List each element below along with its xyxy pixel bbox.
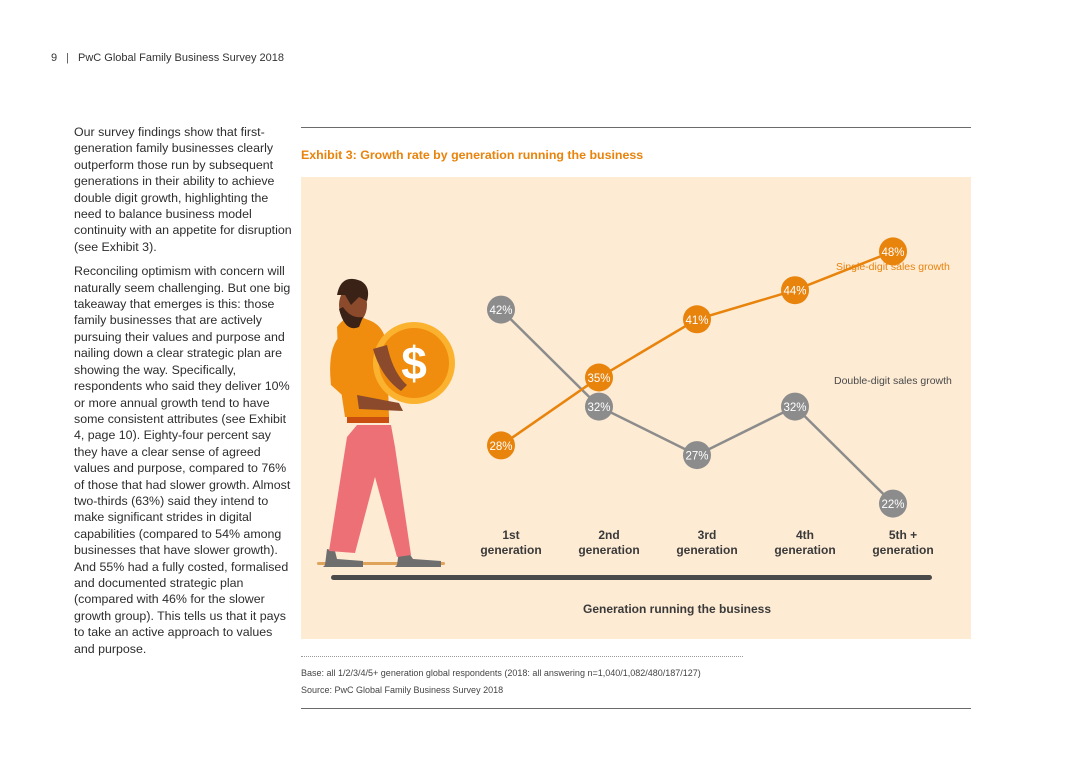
category-label: 1st <box>502 528 519 542</box>
data-point <box>879 489 907 518</box>
paragraph-intro: Our survey findings show that first-gene… <box>74 125 292 254</box>
data-label: 22% <box>881 499 904 511</box>
category-label: generation <box>480 543 541 557</box>
data-label: 27% <box>685 451 708 463</box>
category-label: generation <box>872 543 933 557</box>
legend-label: Single-digit sales growth <box>836 261 950 273</box>
chart-baseline <box>331 575 932 580</box>
category-label: 5th + <box>889 528 917 542</box>
paragraph-detail: Reconciling optimism with concern will n… <box>74 264 291 656</box>
bottom-rule <box>301 708 971 709</box>
category-label: generation <box>578 543 639 557</box>
category-labels: 1stgeneration2ndgeneration3rdgeneration4… <box>480 528 933 557</box>
source-note: Source: PwC Global Family Business Surve… <box>301 685 504 695</box>
data-point <box>683 441 711 470</box>
data-label: 48% <box>881 247 904 259</box>
data-label: 44% <box>783 286 806 298</box>
data-point <box>585 392 613 421</box>
chart-panel: $ 42% 32% 27% 32% 22% 28% 35% 41% 44% 48% Single-… <box>301 177 971 639</box>
person-carrying-coin-icon: $ <box>317 278 455 567</box>
data-point <box>781 276 809 305</box>
series-line-1 <box>500 308 894 505</box>
category-label: 3rd <box>698 528 717 542</box>
data-point <box>683 305 711 334</box>
base-note: Base: all 1/2/3/4/5+ generation global r… <box>301 668 701 678</box>
data-label: 28% <box>489 441 512 453</box>
category-label: generation <box>676 543 737 557</box>
data-point <box>487 431 515 460</box>
data-point <box>585 363 613 392</box>
growth-chart: $ 42% 32% 27% 32% 22% 28% 35% 41% 44% 48% Single-… <box>317 237 952 616</box>
legend-label: Double-digit sales growth <box>834 375 952 387</box>
data-point <box>879 237 907 266</box>
category-label: 4th <box>796 528 814 542</box>
series-line-0 <box>500 250 894 447</box>
data-label: 41% <box>685 315 708 327</box>
category-label: generation <box>774 543 835 557</box>
data-label: 35% <box>587 373 610 385</box>
page-header: 9 | PwC Global Family Business Survey 2018 <box>51 52 284 64</box>
dollar-sign: $ <box>401 337 427 389</box>
category-label: 2nd <box>598 528 619 542</box>
data-point <box>487 295 515 324</box>
x-axis-label: Generation running the business <box>583 602 771 616</box>
data-label: 32% <box>587 402 610 414</box>
exhibit-title: Exhibit 3: Growth rate by generation run… <box>301 148 644 162</box>
data-label: 32% <box>783 402 806 414</box>
data-point <box>781 392 809 421</box>
top-rule <box>301 127 971 128</box>
header-separator: | <box>66 52 69 64</box>
page-number: 9 <box>51 52 58 64</box>
series-points: 42% 32% 27% 32% 22% 28% 35% 41% 44% 48% <box>487 237 907 518</box>
body-text: Our survey findings show that first-gene… <box>74 124 292 665</box>
data-label: 42% <box>489 305 512 317</box>
series-legend: Single-digit sales growth Double-digit sa… <box>834 261 952 387</box>
dotted-divider <box>301 656 743 657</box>
report-title: PwC Global Family Business Survey 2018 <box>77 52 285 64</box>
